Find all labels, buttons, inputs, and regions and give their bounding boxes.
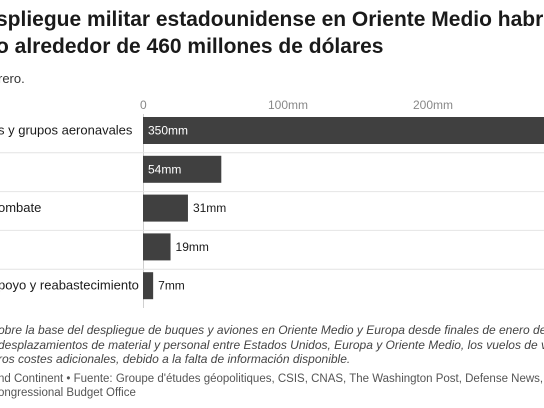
bar bbox=[143, 117, 544, 144]
x-tick-label: 200mm bbox=[413, 98, 453, 112]
category-label: poyo y reabastecimiento bbox=[0, 278, 139, 293]
category-label: ombate bbox=[0, 200, 41, 215]
bar bbox=[143, 272, 154, 300]
chart-subtitle: rero. bbox=[0, 71, 25, 86]
source-line-1: nd Continent • Fuente: Groupe d'études g… bbox=[0, 373, 544, 385]
bar-value-label: 350mm bbox=[148, 124, 188, 138]
note-line-3: ros costes adicionales, debido a la falt… bbox=[0, 352, 351, 366]
bar-value-label: 31mm bbox=[193, 201, 226, 215]
note-line-2: desplazamientos de material y personal e… bbox=[0, 337, 544, 352]
chart-title: spliegue militar estadounidense en Orien… bbox=[0, 6, 544, 60]
category-label: s y grupos aeronavales bbox=[0, 123, 133, 138]
bar bbox=[143, 155, 222, 183]
x-tick-label: 0 bbox=[140, 98, 147, 112]
source-line-2: ongressional Budget Office bbox=[0, 387, 136, 399]
bar-value-label: 54mm bbox=[148, 162, 181, 176]
chart-source: nd Continent • Fuente: Groupe d'études g… bbox=[0, 372, 544, 400]
chart-note: obre la base del despliegue de buques y … bbox=[0, 323, 544, 367]
chart-title-line-1: spliegue militar estadounidense en Orien… bbox=[0, 8, 544, 31]
bar bbox=[143, 194, 188, 222]
note-line-1: obre la base del despliegue de buques y … bbox=[0, 323, 544, 337]
bar-value-label: 7mm bbox=[158, 279, 185, 293]
bar-chart: 0100mm200mm300350mms y grupos aeronavale… bbox=[0, 98, 544, 308]
bar-value-label: 19mm bbox=[176, 240, 209, 254]
chart-title-line-2: o alrededor de 460 millones de dólares bbox=[0, 35, 384, 58]
bar bbox=[143, 233, 171, 261]
x-tick-label: 100mm bbox=[268, 98, 308, 112]
